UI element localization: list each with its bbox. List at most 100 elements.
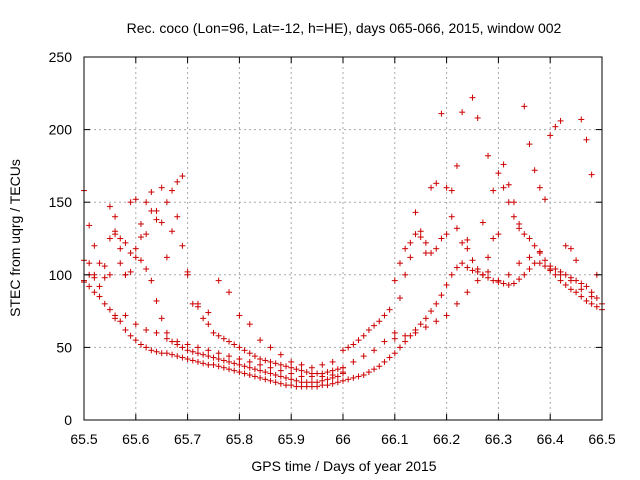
data-point (402, 332, 409, 339)
data-point (350, 341, 357, 348)
data-point (163, 350, 170, 357)
data-point (490, 235, 497, 242)
x-tick-labels: 65.5 65.6 65.7 65.8 65.9 66 66.1 66.2 66.3 66.4 66… (70, 431, 615, 447)
data-point (293, 366, 300, 373)
data-point (542, 263, 549, 270)
data-point (355, 337, 362, 344)
data-point (163, 335, 170, 342)
data-point (91, 271, 98, 278)
data-point (303, 379, 310, 386)
data-point (485, 152, 492, 159)
data-point (453, 162, 460, 169)
data-point (184, 341, 191, 348)
data-point (298, 367, 305, 374)
data-point (226, 366, 233, 373)
data-point (593, 303, 600, 310)
data-point (557, 117, 564, 124)
data-point (490, 277, 497, 284)
data-point (531, 167, 538, 174)
data-point (526, 254, 533, 261)
data-point (396, 260, 403, 267)
data-point (194, 300, 201, 307)
data-point (474, 114, 481, 121)
data-point (200, 315, 207, 322)
y-tick-label: 100 (49, 267, 73, 283)
data-point (179, 242, 186, 249)
data-point (298, 361, 305, 368)
data-point (101, 300, 108, 307)
data-point (132, 245, 139, 252)
data-point (127, 250, 134, 257)
data-point (288, 364, 295, 371)
data-point (262, 376, 269, 383)
data-point (267, 364, 274, 371)
data-point (542, 196, 549, 203)
data-point (86, 260, 93, 267)
data-point (153, 216, 160, 223)
data-point (267, 370, 274, 377)
data-point (485, 274, 492, 281)
data-point (96, 293, 103, 300)
data-point (117, 235, 124, 242)
data-point (148, 207, 155, 214)
data-point (226, 338, 233, 345)
data-point (340, 347, 346, 354)
data-point (567, 277, 574, 284)
data-point (96, 260, 103, 267)
data-point (226, 358, 233, 365)
data-point (143, 326, 150, 333)
data-point (308, 364, 315, 371)
data-point (547, 132, 554, 139)
data-point (407, 254, 414, 261)
data-point (251, 373, 258, 380)
data-point (106, 271, 113, 278)
data-point (521, 271, 528, 278)
data-point (174, 353, 181, 360)
data-point (137, 234, 144, 241)
data-point (428, 184, 435, 191)
data-point (226, 289, 233, 296)
data-point (428, 250, 435, 257)
data-point (283, 363, 290, 370)
data-point (402, 245, 409, 252)
data-point (531, 260, 538, 267)
data-point (308, 373, 315, 380)
data-point (428, 308, 435, 315)
data-point (106, 203, 113, 210)
data-point (536, 248, 543, 255)
data-point (257, 374, 264, 381)
data-point (417, 321, 424, 328)
data-point (137, 257, 144, 264)
data-point (412, 231, 419, 238)
x-tick-label: 65.8 (226, 431, 253, 447)
data-point (205, 361, 212, 368)
x-tick-label: 66.3 (485, 431, 512, 447)
data-point (184, 356, 191, 363)
data-point (329, 380, 336, 387)
data-point (376, 318, 383, 325)
data-point (464, 264, 471, 271)
data-point (127, 332, 134, 339)
data-point (215, 350, 222, 357)
y-tick-label: 250 (49, 49, 73, 65)
data-point (91, 289, 98, 296)
data-point (536, 184, 543, 191)
data-point (122, 271, 129, 278)
data-point (500, 184, 507, 191)
data-point (417, 234, 424, 241)
data-point (360, 353, 367, 360)
data-point (588, 171, 595, 178)
data-point (588, 293, 595, 300)
data-point (272, 379, 279, 386)
x-tick-label: 66.5 (588, 431, 615, 447)
data-point (371, 322, 378, 329)
data-point (453, 264, 460, 271)
data-point (226, 353, 233, 360)
data-point (593, 295, 600, 302)
chart-title: Rec. coco (Lon=96, Lat=-12, h=HE), days … (127, 20, 562, 36)
data-point (101, 274, 108, 281)
data-point (205, 309, 212, 316)
data-point (562, 271, 569, 278)
data-point (112, 231, 119, 238)
data-point (127, 199, 134, 206)
